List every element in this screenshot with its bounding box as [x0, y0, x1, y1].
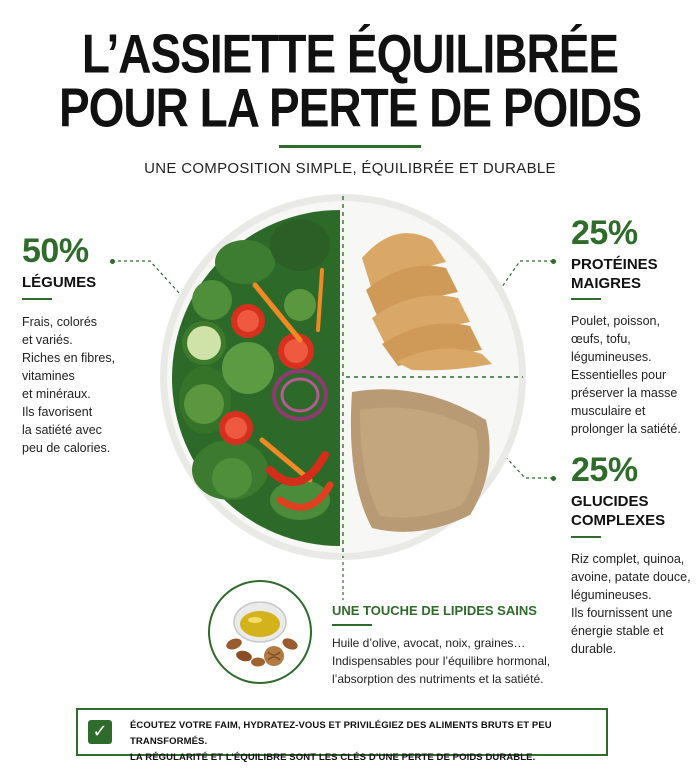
vegetables-marker-dot — [110, 259, 115, 264]
page-subtitle: UNE COMPOSITION SIMPLE, ÉQUILIBRÉE ET DU… — [144, 160, 556, 177]
vegetable-half — [172, 210, 340, 546]
lipids-rule — [332, 624, 372, 626]
carbs-percent: 25% — [571, 451, 638, 489]
walnut-icon — [264, 646, 284, 666]
lipids-description: Huile d’olive, avocat, noix, graines… In… — [332, 636, 551, 686]
lipids-heading: UNE TOUCHE DE LIPIDES SAINS — [332, 603, 537, 618]
proteins-percent: 25% — [571, 214, 638, 252]
vegetables-heading: LÉGUMES — [22, 274, 97, 291]
vegetables-percent: 50% — [22, 232, 89, 270]
vegetables-rule — [22, 298, 52, 300]
olive-oil-bowl-icon — [233, 601, 287, 643]
page-title-line-2: POUR LA PERTE DE POIDS — [58, 77, 642, 139]
grain-mound — [350, 389, 490, 532]
carbs-description: Riz complet, quinoa, avoine, patate douc… — [571, 552, 691, 656]
check-icon: ✓ — [88, 720, 112, 744]
chicken-slices — [362, 233, 492, 371]
proteins-heading: PROTÉINES MAIGRES — [571, 256, 658, 292]
lipids-illustration — [208, 580, 312, 684]
proteins-connector — [471, 260, 553, 331]
footer-text: ÉCOUTEZ VOTRE FAIM, HYDRATEZ-VOUS ET PRI… — [130, 720, 552, 763]
proteins-rule — [571, 298, 601, 300]
carbs-heading: GLUCIDES COMPLEXES — [571, 493, 666, 529]
carbs-marker-dot — [551, 476, 556, 481]
footer-tip-box: ✓ ÉCOUTEZ VOTRE FAIM, HYDRATEZ-VOUS ET P… — [76, 708, 608, 763]
vegetables-connector — [112, 260, 191, 306]
title-divider — [279, 145, 421, 148]
proteins-marker-dot — [551, 259, 556, 264]
almond-icon — [226, 638, 298, 667]
proteins-description: Poulet, poisson, œufs, tofu, légumineuse… — [571, 314, 681, 436]
carbs-rule — [571, 536, 601, 538]
vegetables-description: Frais, colorés et variés. Riches en fibr… — [22, 315, 116, 455]
page-title-line-1: L’ASSIETTE ÉQUILIBRÉE — [81, 23, 619, 85]
